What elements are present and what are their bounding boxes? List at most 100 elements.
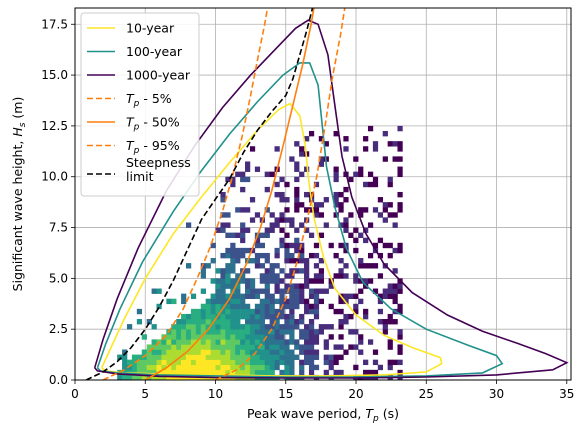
histogram-cell (284, 314, 289, 319)
histogram-cell (314, 278, 319, 283)
histogram-cell (270, 273, 275, 278)
legend-label: 100-year (126, 44, 183, 59)
histogram-cell (225, 319, 230, 324)
histogram-cell (230, 233, 235, 238)
histogram-cell (220, 339, 225, 344)
histogram-cell (388, 339, 393, 344)
histogram-cell (275, 299, 280, 304)
histogram-cell (279, 197, 284, 202)
histogram-cell (181, 360, 186, 365)
histogram-cell (314, 294, 319, 299)
histogram-cell (338, 268, 343, 273)
histogram-cell (166, 344, 171, 349)
histogram-cell (353, 172, 358, 177)
histogram-cell (319, 329, 324, 334)
histogram-cell (294, 248, 299, 253)
histogram-cell (206, 365, 211, 370)
histogram-cell (201, 355, 206, 360)
histogram-cell (235, 344, 240, 349)
histogram-cell (294, 141, 299, 146)
histogram-cell (240, 187, 245, 192)
histogram-cell (338, 192, 343, 197)
histogram-cell (353, 278, 358, 283)
histogram-cell (206, 299, 211, 304)
histogram-cell (324, 197, 329, 202)
y-tick-label: 0.0 (49, 373, 68, 387)
histogram-cell (338, 207, 343, 212)
histogram-cell (260, 263, 265, 268)
histogram-cell (152, 324, 157, 329)
histogram-cell (338, 202, 343, 207)
histogram-cell (275, 273, 280, 278)
histogram-cell (250, 294, 255, 299)
histogram-cell (191, 309, 196, 314)
histogram-cell (216, 283, 221, 288)
histogram-cell (319, 324, 324, 329)
histogram-cell (220, 253, 225, 258)
histogram-cell (279, 243, 284, 248)
histogram-cell (343, 350, 348, 355)
histogram-cell (225, 283, 230, 288)
histogram-cell (368, 172, 373, 177)
histogram-cell (284, 350, 289, 355)
histogram-cell (358, 167, 363, 172)
histogram-cell (137, 309, 142, 314)
histogram-cell (304, 355, 309, 360)
histogram-cell (245, 319, 250, 324)
histogram-cell (304, 360, 309, 365)
histogram-cell (299, 151, 304, 156)
histogram-cell (147, 360, 152, 365)
histogram-cell (397, 334, 402, 339)
histogram-cell (225, 324, 230, 329)
histogram-cell (378, 238, 383, 243)
histogram-cell (255, 309, 260, 314)
x-tick-label: 5 (141, 387, 149, 401)
histogram-cell (353, 304, 358, 309)
histogram-cell (338, 355, 343, 360)
histogram-cell (260, 253, 265, 258)
histogram-cell (348, 294, 353, 299)
histogram-cell (235, 355, 240, 360)
histogram-cell (171, 334, 176, 339)
histogram-cell (383, 329, 388, 334)
histogram-cell (270, 263, 275, 268)
histogram-cell (265, 370, 270, 375)
histogram-cell (255, 289, 260, 294)
histogram-cell (397, 350, 402, 355)
histogram-cell (230, 334, 235, 339)
histogram-cell (373, 177, 378, 182)
histogram-cell (166, 339, 171, 344)
histogram-cell (235, 304, 240, 309)
histogram-cell (250, 324, 255, 329)
histogram-cell (314, 304, 319, 309)
histogram-cell (378, 197, 383, 202)
histogram-cell (299, 222, 304, 227)
histogram-cell (196, 360, 201, 365)
histogram-cell (235, 360, 240, 365)
histogram-cell (250, 217, 255, 222)
histogram-cell (343, 136, 348, 141)
histogram-cell (397, 146, 402, 151)
histogram-cell (235, 248, 240, 253)
histogram-cell (373, 182, 378, 187)
histogram-cell (343, 319, 348, 324)
histogram-cell (393, 294, 398, 299)
histogram-cell (397, 141, 402, 146)
histogram-cell (358, 299, 363, 304)
histogram-cell (348, 177, 353, 182)
histogram-cell (206, 355, 211, 360)
histogram-cell (245, 324, 250, 329)
histogram-cell (289, 289, 294, 294)
histogram-cell (358, 258, 363, 263)
histogram-cell (299, 294, 304, 299)
histogram-cell (191, 329, 196, 334)
x-tick-label: 0 (71, 387, 79, 401)
histogram-cell (294, 304, 299, 309)
histogram-cell (314, 339, 319, 344)
histogram-cell (235, 314, 240, 319)
histogram-cell (235, 329, 240, 334)
histogram-cell (225, 212, 230, 217)
histogram-cell (284, 248, 289, 253)
histogram-cell (166, 355, 171, 360)
histogram-cell (245, 248, 250, 253)
